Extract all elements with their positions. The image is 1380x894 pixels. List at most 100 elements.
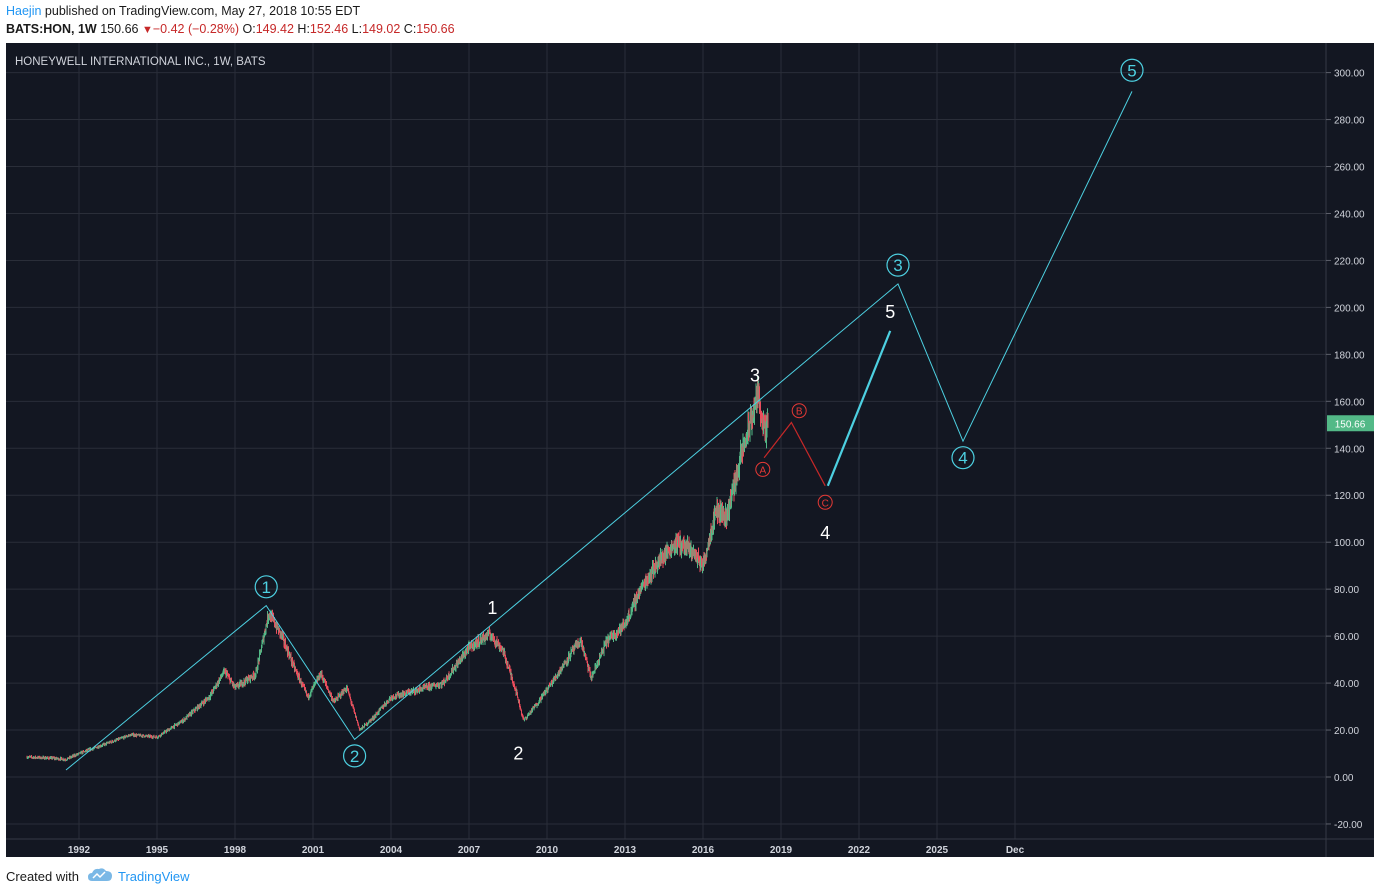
candle-body (564, 662, 566, 665)
footer: Created with TradingView (0, 858, 1380, 894)
candle-body (669, 551, 670, 553)
red-wave-label-circle (791, 403, 807, 419)
candle-body (174, 724, 175, 728)
candle-body (592, 673, 594, 677)
created-with-text: Created with (6, 869, 79, 884)
candle-body (556, 676, 557, 678)
candle-body (628, 613, 630, 615)
candle-body (200, 704, 202, 707)
candle-body (331, 694, 332, 699)
candle-body (46, 757, 47, 759)
cyan-wave-label-circle (886, 253, 910, 277)
x-tick-label: 1995 (146, 845, 169, 856)
candle-body (261, 647, 262, 652)
candle-body (516, 690, 518, 694)
candle-body (133, 735, 135, 737)
candle-body (517, 696, 519, 700)
candle-body (340, 695, 342, 697)
candle-body (264, 631, 265, 637)
cyan-wave-label-circle (343, 744, 367, 768)
candle-body (677, 536, 678, 549)
chart-title: HONEYWELL INTERNATIONAL INC., 1W, BATS (15, 56, 266, 68)
time-axis[interactable]: 1992 1995 1998 2001 2004 2007 2010 2013 2016 2019… (68, 845, 1025, 856)
candle-body (156, 736, 157, 738)
candle-body (66, 759, 68, 761)
candle-body (358, 723, 359, 726)
candle-body (64, 759, 65, 761)
chart-header: Haejin published on TradingView.com, May… (0, 0, 1380, 42)
candle-body (540, 698, 541, 701)
candle-body (667, 549, 669, 554)
published-text: published on TradingView.com, May 27, 20… (44, 4, 361, 18)
candle-body (123, 736, 125, 739)
chart-area[interactable]: 1 2 3 4 5 1 2 3 4 5 A B C 300.00 280.00 260.00 240.00 22… (6, 43, 1374, 857)
candle-body (161, 733, 162, 736)
y-tick-label: 280.00 (1334, 116, 1365, 127)
cyan-wave-line (65, 91, 1133, 771)
candle-body (61, 758, 63, 761)
candle-body (274, 618, 275, 625)
candle-body (449, 675, 450, 678)
candle-body (163, 732, 164, 735)
cyan-wave-label-3: 3 (893, 256, 902, 275)
candle-body (457, 661, 459, 667)
y-tick-label: 180.00 (1334, 350, 1365, 361)
candle-body (94, 746, 95, 748)
current-price-label: 150.66 (1335, 419, 1366, 430)
candle-body (230, 680, 231, 683)
cyan-wave-label-circle (254, 575, 278, 599)
candle-body (321, 672, 323, 677)
y-tick-label: 200.00 (1334, 303, 1365, 314)
candle-body (96, 747, 98, 749)
candle-body (406, 692, 407, 695)
candle-body (563, 667, 564, 669)
candle-body (51, 757, 53, 759)
author-link[interactable]: Haejin (6, 4, 42, 18)
candle-body (398, 692, 400, 697)
candle-body (263, 636, 265, 642)
candle-body (524, 717, 526, 720)
candle-body (354, 710, 355, 713)
cyan-wave-label-2: 2 (350, 747, 359, 766)
candle-body (451, 671, 452, 674)
candle-body (118, 738, 120, 740)
candle-body (506, 659, 507, 664)
candle-body (445, 680, 447, 681)
candle-body (478, 638, 479, 646)
y-tick-label: 220.00 (1334, 256, 1365, 267)
white-wave-label-4: 4 (820, 523, 830, 543)
candle-body (703, 557, 704, 571)
candle-body (63, 759, 65, 761)
candle-body (707, 549, 708, 551)
tradingview-cloud-icon (88, 868, 112, 881)
cyan-wave-label-circle (951, 446, 975, 470)
candle-body (488, 631, 489, 636)
candle-body (668, 549, 669, 552)
price-chart[interactable]: 1 2 3 4 5 1 2 3 4 5 A B C 300.00 280.00 260.00 240.00 22… (6, 43, 1374, 857)
candle-body (523, 717, 524, 720)
candle-body (87, 749, 89, 751)
tradingview-brand-link[interactable]: TradingView (118, 869, 190, 884)
x-tick-label: 1998 (224, 845, 247, 856)
candle-body (162, 734, 164, 735)
candle-body (316, 679, 317, 681)
candle-body (630, 612, 632, 615)
candle-body (593, 673, 594, 674)
candle-body (191, 711, 192, 715)
candle-body (239, 682, 240, 685)
candle-body (383, 706, 385, 708)
candle-body (727, 509, 729, 513)
wave-5-projection-line (826, 330, 892, 487)
candle-body (571, 650, 572, 652)
candle-body (473, 642, 474, 649)
candle-body (563, 662, 565, 668)
candle-body (388, 699, 390, 703)
candle-body (61, 757, 62, 759)
price-axis[interactable]: 300.00 280.00 260.00 240.00 220.00 200.00 180.… (1326, 69, 1374, 831)
candle-body (319, 677, 321, 679)
red-wave-label-B: B (796, 407, 803, 418)
candle-body (452, 667, 454, 672)
candle-body (80, 752, 81, 754)
candle-body (47, 757, 49, 758)
cyan-wave-label-1: 1 (261, 578, 270, 597)
